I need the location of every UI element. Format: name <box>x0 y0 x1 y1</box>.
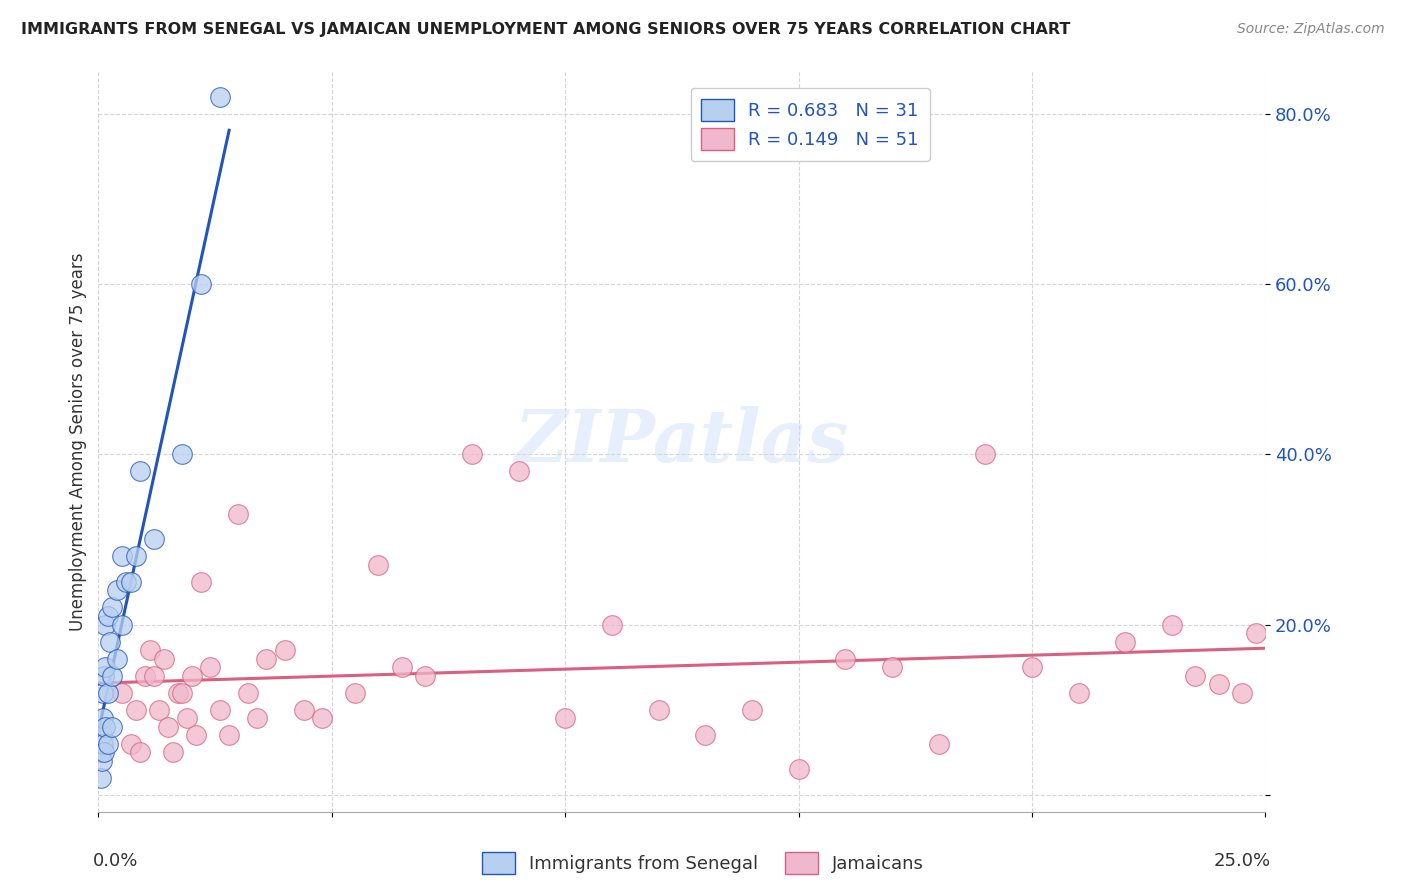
Point <box>139 643 162 657</box>
Point <box>101 600 124 615</box>
Point <box>93 745 115 759</box>
Point <box>200 660 222 674</box>
Point <box>311 711 333 725</box>
Point <box>228 507 250 521</box>
Point <box>208 90 231 104</box>
Point <box>274 643 297 657</box>
Point <box>461 447 484 461</box>
Point <box>218 728 240 742</box>
Point <box>246 711 269 725</box>
Point <box>162 745 184 759</box>
Point <box>344 685 367 699</box>
Point <box>101 668 124 682</box>
Point <box>208 703 231 717</box>
Point <box>134 668 156 682</box>
Text: Source: ZipAtlas.com: Source: ZipAtlas.com <box>1237 22 1385 37</box>
Point <box>186 728 208 742</box>
Point <box>105 651 128 665</box>
Point <box>120 737 142 751</box>
Point <box>125 549 148 564</box>
Point <box>94 660 117 674</box>
Point <box>787 762 810 776</box>
Point <box>97 737 120 751</box>
Text: IMMIGRANTS FROM SENEGAL VS JAMAICAN UNEMPLOYMENT AMONG SENIORS OVER 75 YEARS COR: IMMIGRANTS FROM SENEGAL VS JAMAICAN UNEM… <box>21 22 1070 37</box>
Point <box>115 574 138 589</box>
Point <box>176 711 198 725</box>
Point <box>600 617 623 632</box>
Legend: Immigrants from Senegal, Jamaicans: Immigrants from Senegal, Jamaicans <box>475 845 931 881</box>
Point <box>413 668 436 682</box>
Point <box>236 685 259 699</box>
Point <box>105 583 128 598</box>
Point <box>125 703 148 717</box>
Point <box>90 771 112 785</box>
Point <box>508 464 530 478</box>
Point <box>292 703 315 717</box>
Point <box>143 668 166 682</box>
Point <box>1208 677 1230 691</box>
Point <box>695 728 717 742</box>
Point <box>143 533 166 547</box>
Point <box>1184 668 1206 682</box>
Point <box>97 685 120 699</box>
Point <box>256 651 278 665</box>
Point <box>94 617 117 632</box>
Point <box>190 574 212 589</box>
Point <box>367 558 389 572</box>
Point <box>90 745 112 759</box>
Point <box>928 737 950 751</box>
Point <box>93 668 115 682</box>
Point <box>172 447 194 461</box>
Point <box>120 574 142 589</box>
Text: ZIPatlas: ZIPatlas <box>515 406 849 477</box>
Point <box>1161 617 1184 632</box>
Point <box>148 703 170 717</box>
Point <box>98 634 121 648</box>
Point <box>1067 685 1090 699</box>
Point <box>880 660 903 674</box>
Point <box>1114 634 1136 648</box>
Point <box>647 703 669 717</box>
Point <box>111 685 134 699</box>
Point <box>554 711 576 725</box>
Point <box>97 609 120 624</box>
Point <box>1230 685 1253 699</box>
Point <box>91 728 114 742</box>
Point <box>1244 626 1267 640</box>
Point <box>190 277 212 292</box>
Point <box>166 685 188 699</box>
Point <box>974 447 997 461</box>
Point <box>391 660 413 674</box>
Point <box>741 703 763 717</box>
Point <box>91 685 114 699</box>
Point <box>157 720 180 734</box>
Legend: R = 0.683   N = 31, R = 0.149   N = 51: R = 0.683 N = 31, R = 0.149 N = 51 <box>690 87 929 161</box>
Point <box>129 745 152 759</box>
Point <box>180 668 202 682</box>
Point <box>91 711 114 725</box>
Point <box>129 464 152 478</box>
Point <box>152 651 174 665</box>
Point <box>834 651 856 665</box>
Text: 0.0%: 0.0% <box>93 853 138 871</box>
Point <box>1021 660 1043 674</box>
Point <box>91 737 114 751</box>
Point <box>111 617 134 632</box>
Point <box>91 754 114 768</box>
Text: 25.0%: 25.0% <box>1215 853 1271 871</box>
Point <box>101 720 124 734</box>
Point <box>172 685 194 699</box>
Y-axis label: Unemployment Among Seniors over 75 years: Unemployment Among Seniors over 75 years <box>69 252 87 631</box>
Point <box>111 549 134 564</box>
Point <box>94 720 117 734</box>
